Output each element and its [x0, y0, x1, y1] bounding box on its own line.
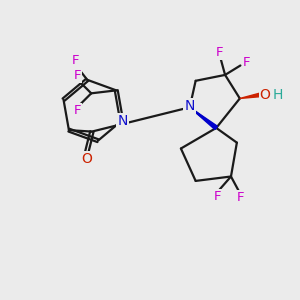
Text: F: F — [213, 190, 221, 203]
Text: O: O — [81, 152, 92, 166]
Text: N: N — [184, 99, 195, 113]
Text: F: F — [215, 46, 223, 59]
Text: F: F — [72, 54, 79, 67]
Text: O: O — [260, 88, 271, 102]
Text: F: F — [74, 104, 81, 118]
Text: F: F — [74, 69, 81, 82]
Polygon shape — [240, 93, 260, 98]
Polygon shape — [190, 107, 218, 130]
Text: F: F — [243, 56, 250, 69]
Text: H: H — [273, 88, 283, 102]
Text: N: N — [117, 114, 128, 128]
Text: F: F — [237, 191, 244, 204]
